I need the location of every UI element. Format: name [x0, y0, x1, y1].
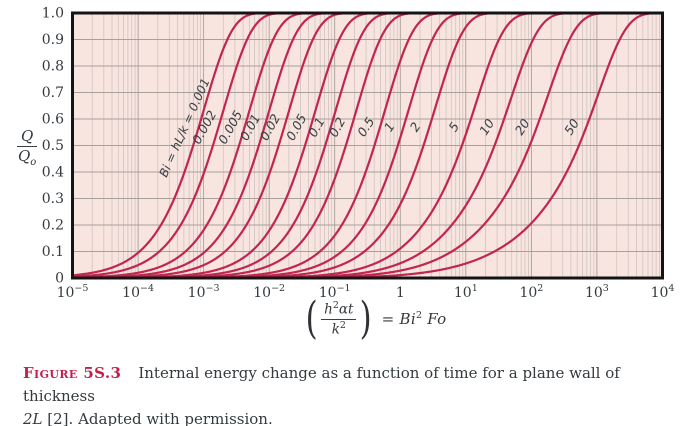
right-paren-glyph: ) — [360, 293, 373, 344]
y-title-numerator: Q — [17, 127, 38, 148]
x-tick-10e-3: 10−3 — [188, 283, 220, 301]
y-axis-title: Q Qo — [17, 127, 38, 169]
y-tick-0.7: 0.7 — [42, 85, 64, 101]
x-title-alpha-t: αt — [338, 301, 354, 318]
x-tick-10e-4: 10−4 — [122, 283, 154, 301]
caption-label: Figure 5S.3 — [23, 364, 122, 382]
x-title-bi: Bi — [399, 310, 416, 328]
x-tick-10e4: 104 — [651, 283, 675, 301]
curve-label-bi-10: 10 — [476, 116, 497, 138]
caption-text-line1: Internal energy change as a function of … — [23, 364, 620, 405]
plot-border — [71, 11, 664, 280]
y-tick-0.9: 0.9 — [42, 32, 64, 48]
y-title-denominator-sub: o — [30, 157, 37, 169]
y-tick-0.1: 0.1 — [42, 244, 64, 260]
x-title-numerator: h2αt — [321, 299, 357, 320]
grid-major-lines — [72, 13, 663, 278]
y-tick-0.4: 0.4 — [42, 165, 64, 181]
y-tick-0: 0 — [55, 271, 64, 287]
x-title-h-sup: 2 — [332, 299, 339, 311]
x-title-denominator: k2 — [332, 320, 346, 338]
y-tick-0.5: 0.5 — [42, 138, 64, 154]
y-title-denominator: Qo — [18, 147, 36, 169]
x-tick-10e3: 103 — [585, 283, 609, 301]
y-tick-0.3: 0.3 — [42, 191, 64, 207]
caption-2l: 2L — [23, 410, 43, 426]
caption-text-line2: [2]. Adapted with permission. — [42, 410, 273, 426]
curve-label-bi-50: 50 — [561, 116, 582, 138]
x-tick-10e0: 1 — [396, 285, 405, 301]
left-paren-glyph: ( — [305, 293, 318, 344]
figure-caption: Figure 5S.3 Internal energy change as a f… — [23, 362, 685, 426]
y-tick-0.6: 0.6 — [42, 112, 64, 128]
y-tick-1.0: 1.0 — [42, 6, 64, 22]
x-title-rhs: = Bi2 Fo — [382, 310, 447, 328]
x-axis-title: ( h2αt k2 ) = Bi2 Fo — [303, 293, 447, 344]
x-title-bi-sup: 2 — [415, 310, 423, 321]
x-title-fraction: h2αt k2 — [321, 299, 357, 339]
x-title-h: h — [324, 301, 333, 318]
x-tick-10e1: 101 — [454, 283, 478, 301]
equals-sign: = — [381, 310, 395, 328]
x-title-k-sup: 2 — [339, 320, 346, 331]
curve-label-bi-20: 20 — [512, 116, 533, 138]
y-tick-0.8: 0.8 — [42, 59, 64, 75]
x-tick-10e2: 102 — [519, 283, 543, 301]
x-title-k: k — [331, 321, 340, 338]
y-tick-0.2: 0.2 — [42, 218, 64, 234]
x-title-fo: Fo — [427, 310, 447, 328]
y-title-denominator-q: Q — [17, 147, 31, 166]
x-tick-10e-2: 10−2 — [253, 283, 285, 301]
